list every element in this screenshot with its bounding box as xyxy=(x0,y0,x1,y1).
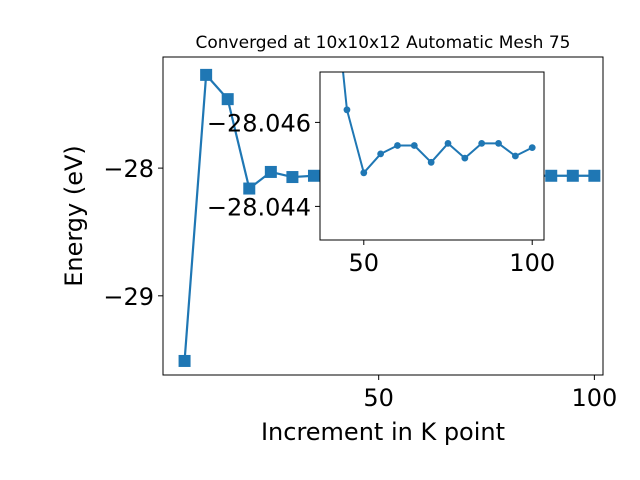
inset-data-point xyxy=(528,144,536,152)
main-plot-frame xyxy=(162,56,604,376)
inset-plot-frame xyxy=(319,71,545,241)
inset-x-tick-label: 50 xyxy=(349,249,380,277)
inset-x-tick-label: 100 xyxy=(509,249,555,277)
inset-data-point xyxy=(410,142,418,149)
inset-data-point xyxy=(360,169,368,177)
main-y-tick-label: −28 xyxy=(103,155,154,183)
main-x-tick-label: 100 xyxy=(571,384,617,412)
inset-data-point xyxy=(444,140,452,147)
main-data-point xyxy=(221,93,234,106)
main-data-point xyxy=(566,169,579,182)
x-axis-label: Increment in K point xyxy=(261,418,505,446)
inset-data-point xyxy=(343,106,351,114)
chart-title: Converged at 10x10x12 Automatic Mesh 75 xyxy=(196,33,571,53)
main-data-point xyxy=(545,169,558,182)
inset-data-point xyxy=(461,154,469,162)
main-data-point xyxy=(307,169,320,182)
inset-data-point xyxy=(478,140,486,147)
inset-x-ticks: 50 100 xyxy=(349,240,555,277)
y-axis-label: Energy (eV) xyxy=(60,145,88,287)
main-data-point xyxy=(264,165,277,178)
inset-y-ticks: −28.046 −28.044 xyxy=(207,109,320,221)
main-data-point xyxy=(200,68,213,81)
inset-background xyxy=(320,72,544,240)
inset-chart: 50 100 −28.046 −28.044 xyxy=(207,71,555,277)
inset-data-point xyxy=(511,152,519,160)
main-x-ticks: 50 100 xyxy=(363,375,617,412)
inset-data-point xyxy=(427,158,435,166)
inset-y-tick-label: −28.044 xyxy=(207,193,311,221)
main-data-point xyxy=(286,171,299,184)
inset-data-point xyxy=(394,142,401,149)
inset-data-point xyxy=(377,150,385,158)
main-x-tick-label: 50 xyxy=(363,384,394,412)
main-data-point xyxy=(243,182,256,195)
main-data-point xyxy=(588,169,601,182)
main-y-ticks: −29 −28 xyxy=(103,155,163,311)
inset-data-point xyxy=(495,140,502,147)
main-y-tick-label: −29 xyxy=(103,283,154,311)
inset-series xyxy=(342,72,536,177)
inset-y-tick-label: −28.046 xyxy=(207,109,311,137)
main-data-point xyxy=(178,354,191,367)
